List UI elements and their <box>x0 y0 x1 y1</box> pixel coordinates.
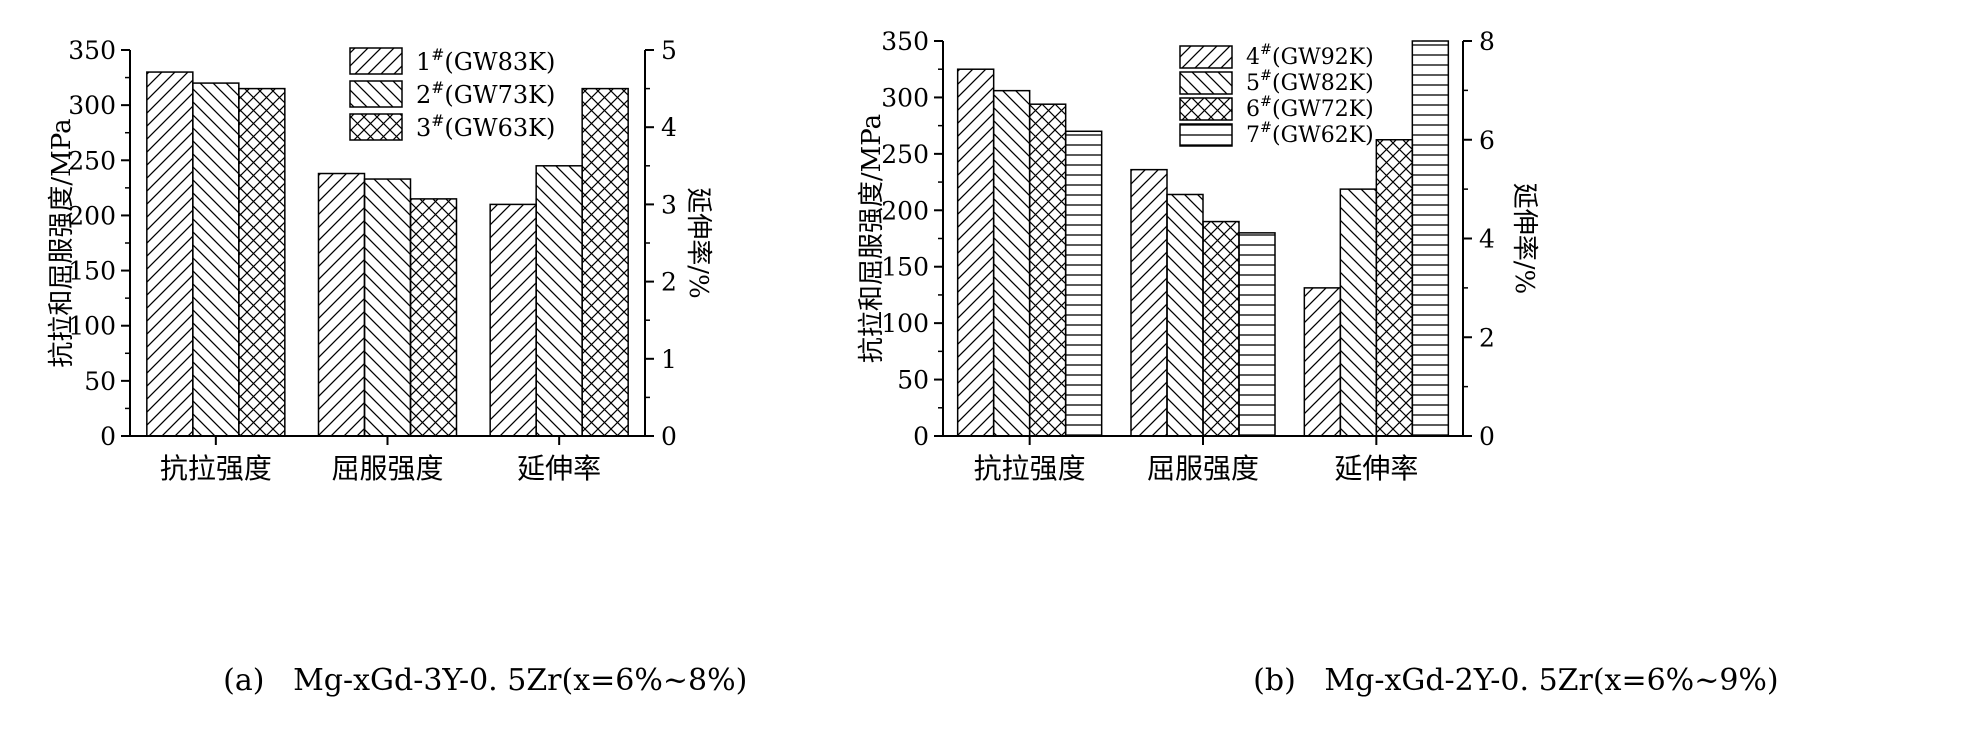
legend-swatch-a-2 <box>349 80 403 108</box>
legend-swatch-b-4 <box>1179 123 1233 147</box>
y-tick-label-a: 350 <box>68 36 116 65</box>
chart-a-svg: 0 50 100 150 200 250 300 350 0 1 2 3 4 5 抗拉强度 屈服强度 延伸率 抗拉… <box>47 36 713 485</box>
y2-axis-title-b: 延伸率/% <box>1509 183 1539 294</box>
bar-b-屈服强度-s3 <box>1202 220 1240 437</box>
x-tick-label-b: 延伸率 <box>1334 452 1418 485</box>
y-tick-label-a: 250 <box>68 146 116 175</box>
y2-axis-title-a: 延伸率/% <box>683 187 713 298</box>
chart-panel-b: 0 50 100 150 200 250 300 350 0 2 4 6 8 抗拉强度 屈服强度 延伸率 抗拉和… <box>857 0 1979 698</box>
legend-swatch-b-1 <box>1179 45 1233 69</box>
bar-a-屈服强度-s2 <box>363 178 412 437</box>
y-axis-title-a: 抗拉和屈服强度/MPa <box>47 118 77 367</box>
y-tick-label-a: 0 <box>100 422 116 451</box>
y2-tick-label-a: 2 <box>661 268 677 297</box>
bar-b-抗拉强度-s2 <box>992 89 1031 437</box>
legend-label-a-2: 2#(GW73K) <box>416 79 555 109</box>
bar-b-延伸率-s1 <box>1303 287 1342 437</box>
bar-a-延伸率-s2 <box>535 165 583 437</box>
y-tick-label-b: 250 <box>881 140 929 169</box>
legend-label-b-2: 5#(GW82K) <box>1246 68 1374 96</box>
chart-b-svg: 0 50 100 150 200 250 300 350 0 2 4 6 8 抗拉强度 屈服强度 延伸率 抗拉和… <box>857 27 1539 485</box>
bar-a-抗拉强度-s3 <box>238 87 286 437</box>
y2-tick-label-a: 5 <box>661 36 677 65</box>
y2-tick-label-b: 4 <box>1479 225 1495 254</box>
bar-b-抗拉强度-s4 <box>1064 130 1103 437</box>
y-tick-label-b: 200 <box>881 196 929 225</box>
caption-a-label: (a) <box>223 663 265 698</box>
caption-a-text: Mg-xGd-3Y-0. 5Zr(x=6%~8%) <box>293 663 748 698</box>
caption-a: (a) Mg-xGd-3Y-0. 5Zr(x=6%~8%) <box>185 628 747 733</box>
bar-a-延伸率-s1 <box>489 203 537 437</box>
y-tick-label-b: 50 <box>897 366 929 395</box>
bar-a-屈服强度-s1 <box>317 172 366 437</box>
caption-b-text: Mg-xGd-2Y-0. 5Zr(x=6%~9%) <box>1324 663 1779 698</box>
legend-swatch-a-1 <box>349 47 403 75</box>
y-tick-label-a: 300 <box>68 91 116 120</box>
legend-label-b-1: 4#(GW92K) <box>1246 42 1374 70</box>
y2-tick-label-a: 3 <box>661 190 677 219</box>
legend-swatch-b-2 <box>1179 71 1233 95</box>
y-tick-label-b: 350 <box>881 27 929 56</box>
bar-b-延伸率-s4 <box>1411 40 1450 437</box>
bar-b-屈服强度-s4 <box>1238 232 1276 437</box>
y2-tick-label-a: 4 <box>661 113 677 142</box>
bar-b-屈服强度-s2 <box>1166 193 1204 437</box>
caption-b: (b) Mg-xGd-2Y-0. 5Zr(x=6%~9%) <box>1215 628 1779 733</box>
x-tick-label-a: 抗拉强度 <box>160 452 272 485</box>
x-tick-label-b: 抗拉强度 <box>974 452 1086 485</box>
y-tick-label-a: 100 <box>68 312 116 341</box>
bar-a-抗拉强度-s2 <box>192 82 240 437</box>
y2-tick-label-b: 0 <box>1479 422 1495 451</box>
bar-b-延伸率-s3 <box>1375 139 1414 437</box>
bar-b-抗拉强度-s1 <box>956 68 995 437</box>
y-tick-label-a: 50 <box>84 367 116 396</box>
legend-label-a-3: 3#(GW63K) <box>416 112 555 142</box>
legend-label-b-3: 6#(GW72K) <box>1246 94 1374 122</box>
legend-label-a-1: 1#(GW83K) <box>416 46 555 76</box>
y-tick-label-b: 0 <box>913 422 929 451</box>
y-tick-label-b: 300 <box>881 83 929 112</box>
y-tick-label-b: 100 <box>881 309 929 338</box>
bar-b-抗拉强度-s3 <box>1028 103 1067 437</box>
y-tick-label-b: 150 <box>881 253 929 282</box>
x-tick-label-a: 延伸率 <box>517 452 601 485</box>
bar-a-延伸率-s3 <box>581 87 629 437</box>
bar-a-抗拉强度-s1 <box>146 71 194 437</box>
y-axis-title-b: 抗拉和屈服强度/MPa <box>857 114 887 363</box>
y-tick-label-a: 200 <box>68 201 116 230</box>
bar-b-屈服强度-s1 <box>1130 168 1168 437</box>
legend-swatch-b-3 <box>1179 97 1233 121</box>
y2-tick-label-a: 0 <box>661 422 677 451</box>
y2-tick-label-a: 1 <box>661 345 677 374</box>
x-tick-label-b: 屈服强度 <box>1147 452 1259 485</box>
legend-label-b-4: 7#(GW62K) <box>1246 120 1374 148</box>
bar-a-屈服强度-s3 <box>409 198 458 437</box>
y2-tick-label-b: 8 <box>1479 27 1495 56</box>
chart-panel-a: 0 50 100 150 200 250 300 350 0 1 2 3 4 5 抗拉强度 屈服强度 延伸率 抗拉… <box>0 0 990 698</box>
legend-swatch-a-3 <box>349 113 403 141</box>
x-tick-label-a: 屈服强度 <box>331 452 443 485</box>
y2-tick-label-b: 6 <box>1479 126 1495 155</box>
caption-b-label: (b) <box>1253 663 1296 698</box>
bar-b-延伸率-s2 <box>1339 188 1378 437</box>
y-tick-label-a: 150 <box>68 257 116 286</box>
y2-tick-label-b: 2 <box>1479 323 1495 352</box>
